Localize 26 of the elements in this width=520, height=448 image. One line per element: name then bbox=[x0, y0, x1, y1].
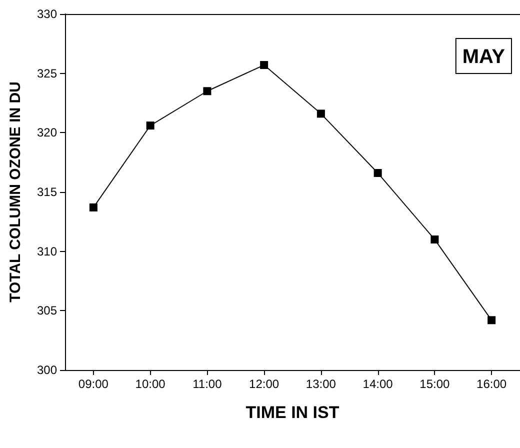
x-axis-title: TIME IN IST bbox=[246, 403, 340, 422]
y-tick-label: 320 bbox=[36, 126, 58, 140]
point bbox=[374, 169, 382, 178]
point bbox=[203, 87, 212, 96]
y-tick-label: 310 bbox=[36, 244, 58, 258]
point bbox=[488, 316, 496, 324]
point bbox=[260, 61, 268, 70]
point bbox=[430, 235, 439, 244]
point bbox=[146, 122, 154, 130]
y-tick-label: 315 bbox=[36, 185, 58, 199]
x-tick-label: 14:00 bbox=[362, 377, 394, 391]
point bbox=[316, 110, 325, 118]
y-tick-label: 325 bbox=[36, 66, 58, 80]
x-tick-label: 09:00 bbox=[78, 377, 109, 391]
x-tick-label: 15:00 bbox=[420, 377, 450, 391]
point bbox=[89, 203, 98, 212]
annotation: MAY bbox=[462, 46, 506, 68]
y-axis-title: TOTAL COLUMN OZONE IN DU bbox=[7, 82, 24, 302]
x-tick-label: 12:00 bbox=[249, 377, 280, 391]
x-tick-label: 13:00 bbox=[306, 377, 336, 391]
y-tick-label: 330 bbox=[36, 7, 58, 21]
y-tick-label: 300 bbox=[36, 363, 58, 377]
y-tick-label: 305 bbox=[36, 304, 58, 318]
x-tick-label: 10:00 bbox=[135, 377, 166, 391]
x-tick-label: 16:00 bbox=[476, 377, 507, 391]
x-tick-label: 11:00 bbox=[192, 377, 222, 391]
